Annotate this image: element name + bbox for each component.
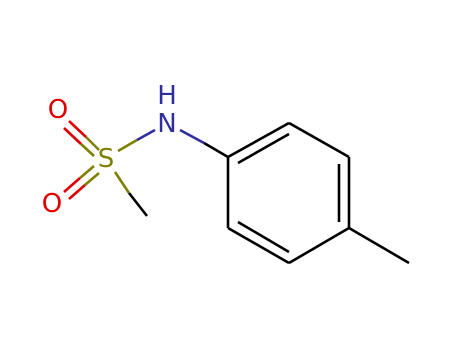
bond bbox=[203, 141, 229, 159]
bond bbox=[179, 128, 205, 145]
atom-label: H bbox=[157, 81, 177, 111]
bond bbox=[227, 121, 290, 159]
bond bbox=[84, 172, 100, 186]
bond bbox=[117, 138, 138, 153]
atom-label: N bbox=[157, 109, 176, 139]
atom-label: O bbox=[42, 189, 62, 219]
bond bbox=[79, 165, 95, 179]
bond bbox=[80, 143, 95, 157]
bond bbox=[85, 136, 100, 151]
bond bbox=[113, 171, 131, 194]
atom-labels: O O S N H bbox=[42, 81, 177, 219]
atom-label: O bbox=[48, 95, 68, 125]
bond bbox=[288, 121, 350, 159]
bond bbox=[68, 184, 86, 200]
ring bbox=[226, 121, 410, 265]
bond bbox=[63, 127, 82, 145]
atom-label: S bbox=[98, 144, 115, 174]
bond bbox=[127, 192, 149, 217]
bond bbox=[348, 226, 410, 265]
bond bbox=[136, 128, 156, 142]
bond bbox=[68, 120, 87, 138]
bond bbox=[227, 226, 290, 265]
bond bbox=[237, 220, 290, 254]
bond bbox=[237, 132, 290, 165]
bond bbox=[63, 177, 81, 193]
bond bbox=[288, 226, 350, 265]
bonds bbox=[63, 120, 410, 265]
